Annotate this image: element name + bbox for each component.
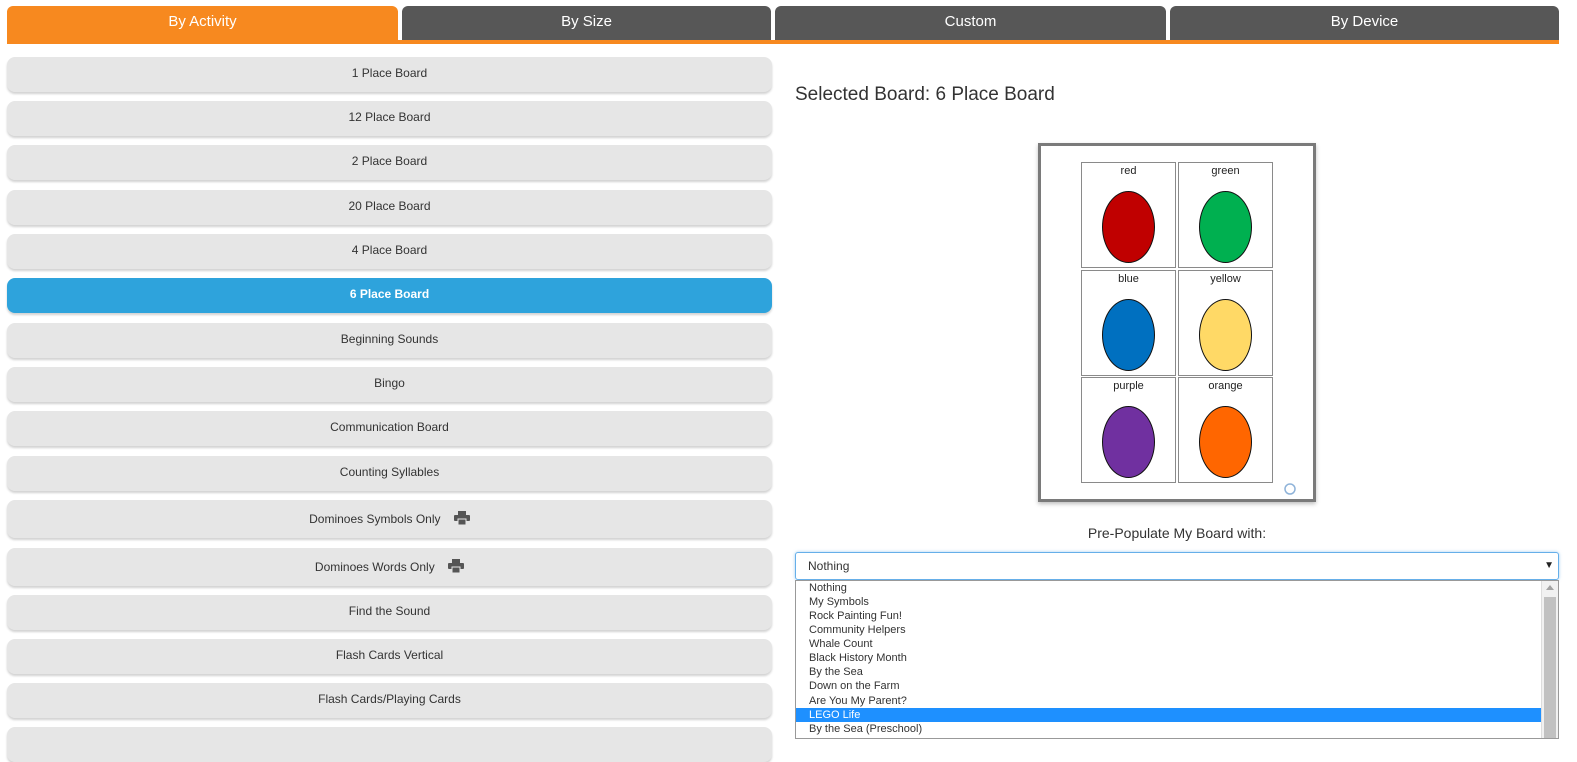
board-item-label: 6 Place Board xyxy=(349,287,430,301)
brand-logo-icon xyxy=(1284,483,1296,495)
dropdown-scrollbar[interactable] xyxy=(1541,581,1558,738)
red-oval xyxy=(1102,191,1155,263)
option-item-highlighted[interactable]: LEGO Life xyxy=(796,708,1543,722)
select-value: Nothing xyxy=(808,559,850,573)
board-item-counting-syllables[interactable]: Counting Syllables xyxy=(7,456,772,491)
option-item[interactable]: Whale Count xyxy=(809,638,873,650)
board-item-dominoes-symbols[interactable]: Dominoes Symbols Only xyxy=(7,500,772,538)
board-item-2-place[interactable]: 2 Place Board xyxy=(7,145,772,180)
orange-oval xyxy=(1199,406,1252,478)
board-item-label: 20 Place Board xyxy=(348,199,431,213)
cell-label: blue xyxy=(1118,273,1139,285)
board-item-label: Find the Sound xyxy=(348,604,431,618)
option-item[interactable]: Community Helpers xyxy=(809,624,906,636)
tab-by-size[interactable]: By Size xyxy=(402,6,771,42)
board-item-12-place[interactable]: 12 Place Board xyxy=(7,101,772,136)
cell-label: purple xyxy=(1113,380,1144,392)
purple-oval xyxy=(1102,406,1155,478)
board-preview: red green blue yellow purple orange xyxy=(1038,143,1316,502)
board-item-label: 4 Place Board xyxy=(351,243,428,257)
board-item-label: Beginning Sounds xyxy=(340,332,439,346)
option-item[interactable]: Nothing xyxy=(809,582,847,594)
board-item-label: Flash Cards Vertical xyxy=(335,648,444,662)
board-item-beginning-sounds[interactable]: Beginning Sounds xyxy=(7,323,772,358)
board-item-flash-cards-vertical[interactable]: Flash Cards Vertical xyxy=(7,639,772,674)
printer-icon[interactable] xyxy=(448,558,465,573)
board-item-label: Dominoes Symbols Only xyxy=(309,512,441,526)
board-item-label: 12 Place Board xyxy=(348,110,431,124)
yellow-oval xyxy=(1199,299,1252,371)
prepopulate-dropdown: Nothing My Symbols Rock Painting Fun! Co… xyxy=(795,580,1559,739)
board-item-bingo[interactable]: Bingo xyxy=(7,367,772,402)
preview-cell-purple: purple xyxy=(1081,377,1176,483)
tab-by-device[interactable]: By Device xyxy=(1170,6,1559,42)
activity-tabs: By Activity By Size Custom By Device xyxy=(7,6,1559,42)
scroll-up-icon[interactable] xyxy=(1546,585,1554,590)
board-item-4-place[interactable]: 4 Place Board xyxy=(7,234,772,269)
option-item[interactable]: Black History Month xyxy=(809,652,907,664)
caret-down-icon: ▼ xyxy=(1544,560,1554,571)
board-item-label: 1 Place Board xyxy=(351,66,428,80)
cell-label: green xyxy=(1211,165,1240,177)
tab-underline xyxy=(7,40,1559,44)
preview-cell-red: red xyxy=(1081,162,1176,268)
option-item[interactable]: By the Sea (Preschool) xyxy=(809,723,923,735)
preview-cell-blue: blue xyxy=(1081,270,1176,376)
blue-oval xyxy=(1102,299,1155,371)
board-item-label: Counting Syllables xyxy=(339,465,440,479)
prepopulate-select[interactable]: Nothing ▼ xyxy=(795,552,1559,580)
board-item-label: Communication Board xyxy=(330,420,449,434)
prepopulate-label: Pre-Populate My Board with: xyxy=(1087,525,1267,541)
board-item-label: Dominoes Words Only xyxy=(314,560,435,574)
option-item[interactable]: By the Sea xyxy=(809,666,863,678)
cell-label: orange xyxy=(1208,380,1243,392)
tab-by-activity[interactable]: By Activity xyxy=(7,6,398,42)
option-item[interactable]: Are You My Parent? xyxy=(809,695,907,707)
option-item[interactable]: Rock Painting Fun! xyxy=(809,610,902,622)
preview-cell-orange: orange xyxy=(1178,377,1273,483)
printer-icon[interactable] xyxy=(453,510,470,525)
board-item-20-place[interactable]: 20 Place Board xyxy=(7,190,772,225)
board-item-label: Bingo xyxy=(374,376,405,390)
board-item-communication-board[interactable]: Communication Board xyxy=(7,411,772,446)
board-item-dominoes-words[interactable]: Dominoes Words Only xyxy=(7,548,772,586)
cell-label: yellow xyxy=(1210,273,1241,285)
board-item-1-place[interactable]: 1 Place Board xyxy=(7,57,772,92)
preview-cell-green: green xyxy=(1178,162,1273,268)
scroll-thumb[interactable] xyxy=(1544,597,1556,738)
preview-cell-yellow: yellow xyxy=(1178,270,1273,376)
option-item[interactable]: My Symbols xyxy=(809,596,869,608)
board-item-next[interactable] xyxy=(7,727,772,762)
green-oval xyxy=(1199,191,1252,263)
board-item-label: Flash Cards/Playing Cards xyxy=(318,692,461,706)
cell-label: red xyxy=(1120,165,1137,177)
board-item-find-the-sound[interactable]: Find the Sound xyxy=(7,595,772,630)
board-item-label: 2 Place Board xyxy=(351,154,428,168)
selected-board-title: Selected Board: 6 Place Board xyxy=(795,84,1055,105)
board-item-6-place[interactable]: 6 Place Board xyxy=(7,278,772,313)
board-item-flash-cards-playing[interactable]: Flash Cards/Playing Cards xyxy=(7,683,772,718)
tab-custom[interactable]: Custom xyxy=(775,6,1166,42)
option-item[interactable]: Down on the Farm xyxy=(809,680,900,692)
